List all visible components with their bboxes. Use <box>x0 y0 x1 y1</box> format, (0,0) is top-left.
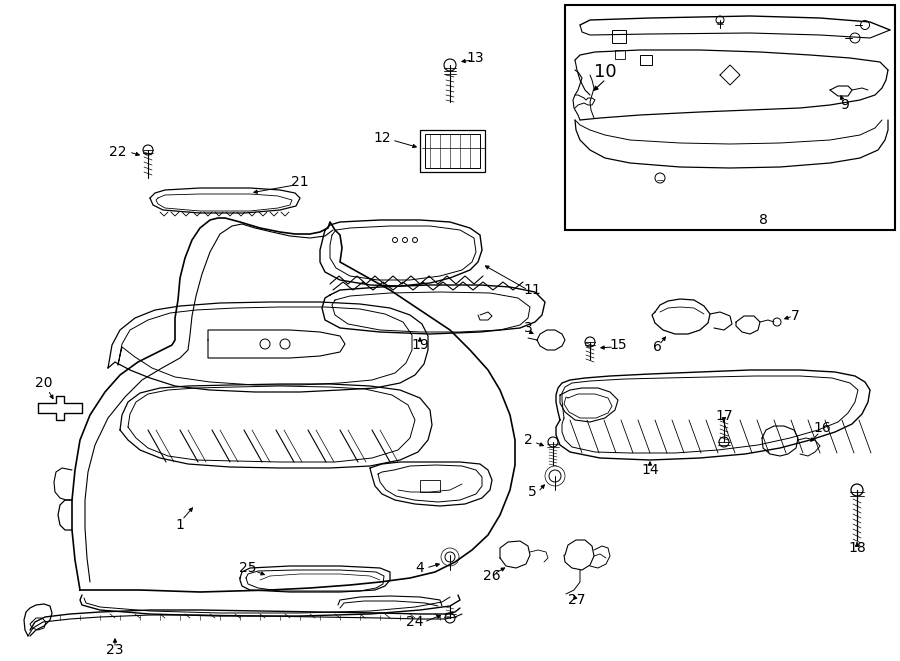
Text: 20: 20 <box>35 376 53 390</box>
Text: 1: 1 <box>176 518 184 532</box>
Bar <box>565 5 895 230</box>
Bar <box>425 134 480 168</box>
Text: 23: 23 <box>106 643 124 657</box>
Bar <box>420 130 485 172</box>
Text: 6: 6 <box>652 340 662 354</box>
Text: 13: 13 <box>466 51 484 65</box>
Text: 18: 18 <box>848 541 866 555</box>
Text: 15: 15 <box>609 338 626 352</box>
Text: 14: 14 <box>641 463 659 477</box>
Text: 27: 27 <box>568 593 586 607</box>
Text: 16: 16 <box>813 421 831 435</box>
Text: 10: 10 <box>594 63 616 81</box>
Text: 12: 12 <box>374 131 391 145</box>
Text: 25: 25 <box>239 561 256 575</box>
Text: 24: 24 <box>406 615 424 629</box>
Text: 8: 8 <box>759 213 768 227</box>
Text: 17: 17 <box>716 409 733 423</box>
Bar <box>612 30 626 43</box>
Bar <box>640 55 652 65</box>
Text: 26: 26 <box>483 569 500 583</box>
Text: 4: 4 <box>416 561 425 575</box>
Text: 5: 5 <box>527 485 536 499</box>
Text: 7: 7 <box>790 309 799 323</box>
Text: 2: 2 <box>524 433 533 447</box>
Text: 19: 19 <box>411 338 429 352</box>
Text: 22: 22 <box>109 145 127 159</box>
Bar <box>615 50 625 59</box>
Text: 21: 21 <box>292 175 309 189</box>
Text: 11: 11 <box>523 283 541 297</box>
Text: 3: 3 <box>524 321 533 335</box>
Text: 9: 9 <box>841 98 850 112</box>
Bar <box>420 480 440 492</box>
